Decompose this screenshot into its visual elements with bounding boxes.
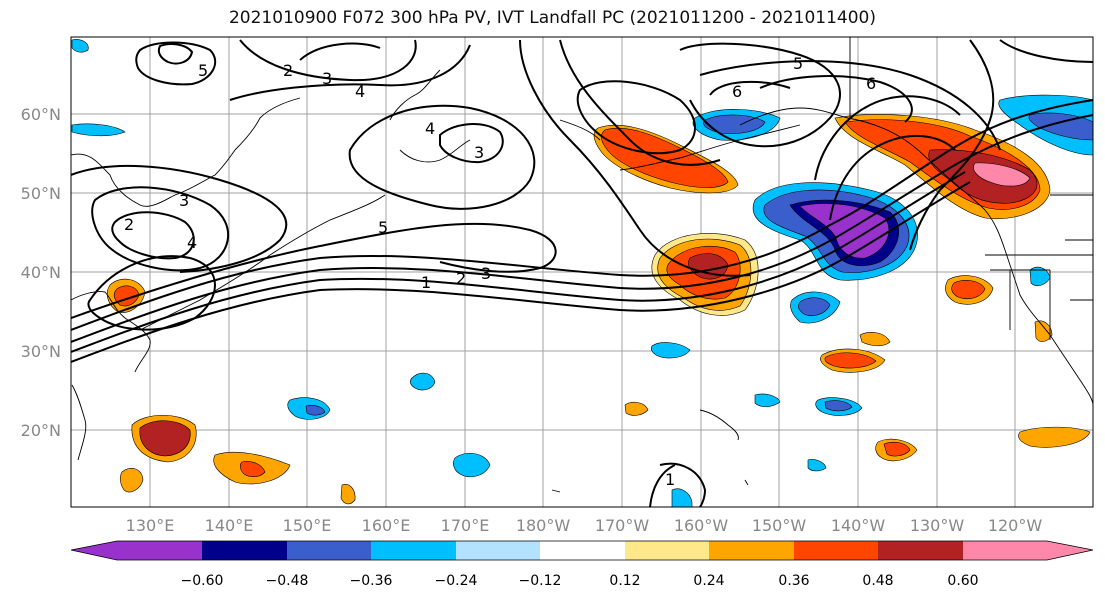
contour-label-3d: 3: [179, 191, 189, 210]
contour-label-2b: 2: [283, 61, 293, 80]
colorbar-extend-high: [963, 541, 1093, 560]
colorbar-extend-low: [71, 541, 117, 560]
colorbar-outline: [70, 540, 1094, 561]
colorbar-bin-10: [878, 541, 963, 560]
lat-labels: 60°N 50°N 40°N 30°N 20°N: [21, 105, 61, 440]
contour-label-2c: 2: [124, 215, 134, 234]
contour-label-3: 3: [481, 264, 491, 283]
colorbar-tick-8: 0.36: [778, 573, 809, 589]
contour-label-2: 2: [456, 269, 466, 288]
lon-label-180w: 180°W: [516, 516, 571, 535]
colorbar-tick-2: −0.48: [266, 573, 309, 589]
lon-label-160e: 160°E: [362, 516, 411, 535]
colorbar-tick-6: 0.12: [609, 573, 640, 589]
lat-label-30n: 30°N: [21, 342, 61, 361]
lon-label-140w: 140°W: [831, 516, 886, 535]
colorbar: [70, 540, 1094, 561]
contour-label-1: 1: [421, 273, 431, 292]
colorbar-tick-9: 0.48: [862, 573, 893, 589]
lat-label-60n: 60°N: [21, 105, 61, 124]
colorbar-ticks: −0.60 −0.48 −0.36 −0.24 −0.12 0.12 0.24 …: [181, 573, 979, 589]
colorbar-tick-7: 0.24: [693, 573, 724, 589]
lon-label-170w: 170°W: [595, 516, 650, 535]
lat-label-40n: 40°N: [21, 263, 61, 282]
contour-label-4: 4: [187, 233, 197, 252]
colorbar-bin-6: [540, 541, 625, 560]
colorbar-bin-9: [794, 541, 878, 560]
colorbar-bin-4: [371, 541, 456, 560]
lat-label-20n: 20°N: [21, 421, 61, 440]
lat-label-50n: 50°N: [21, 184, 61, 203]
colorbar-tick-4: −0.24: [435, 573, 478, 589]
map-title: 2021010900 F072 300 hPa PV, IVT Landfall…: [228, 8, 876, 28]
contour-label-3b: 3: [474, 143, 484, 162]
lon-labels: 130°E 140°E 150°E 160°E 170°E 180°W 170°…: [126, 516, 1043, 535]
colorbar-tick-5: −0.12: [519, 573, 562, 589]
colorbar-bin-1: [117, 541, 202, 560]
lon-label-130e: 130°E: [126, 516, 175, 535]
colorbar-bin-7: [625, 541, 709, 560]
colorbar-tick-3: −0.36: [350, 573, 393, 589]
contour-label-1b: 1: [665, 470, 675, 489]
contour-label-4c: 4: [425, 119, 435, 138]
contour-label-5c: 5: [793, 54, 803, 73]
colorbar-tick-10: 0.60: [947, 573, 978, 589]
contour-label-6: 6: [866, 74, 876, 93]
contour-label-3c: 3: [322, 69, 332, 88]
contour-label-group: 1 2 3 4 5 3 4 3 2 5 5 6 6 3 2 4 1: [124, 54, 876, 489]
coastlines: [71, 37, 1093, 493]
contour-label-5b: 5: [198, 61, 208, 80]
pv-contours: [71, 39, 1093, 507]
lon-label-160w: 160°W: [674, 516, 729, 535]
colorbar-bin-3: [287, 541, 371, 560]
lon-label-120w: 120°W: [988, 516, 1043, 535]
colorbar-bin-5: [456, 541, 540, 560]
contour-label-6b: 6: [732, 82, 742, 101]
lon-label-130w: 130°W: [910, 516, 965, 535]
lon-label-150e: 150°E: [283, 516, 332, 535]
map-frame: [70, 36, 1094, 508]
colorbar-bin-8: [709, 541, 794, 560]
contour-label-4b: 4: [355, 82, 365, 101]
colorbar-bin-2: [202, 541, 287, 560]
lon-label-170e: 170°E: [441, 516, 490, 535]
lon-label-140e: 140°E: [205, 516, 254, 535]
contour-label-5: 5: [378, 218, 388, 237]
lon-label-150w: 150°W: [752, 516, 807, 535]
colorbar-tick-1: −0.60: [181, 573, 224, 589]
